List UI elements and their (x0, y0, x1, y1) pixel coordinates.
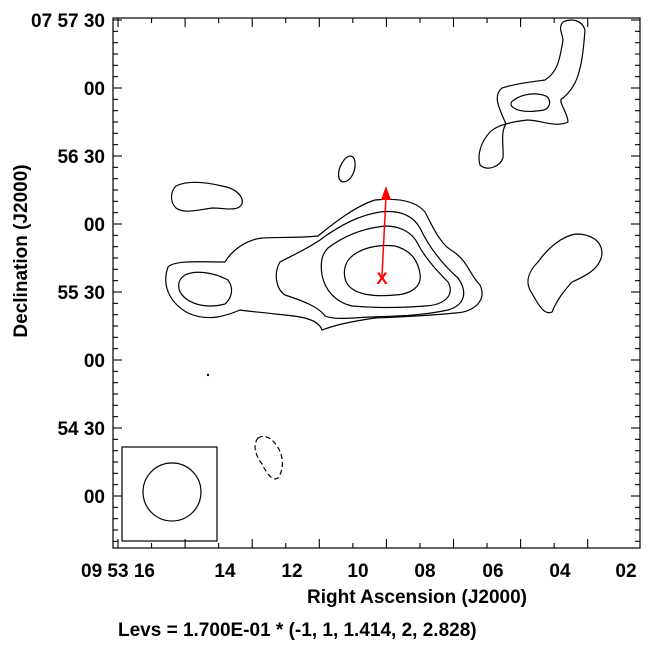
source-marker: X (376, 269, 388, 288)
y-tick-label: 54 30 (57, 419, 105, 440)
y-tick-label: 00 (84, 215, 105, 236)
contour-top-right-inner (510, 93, 551, 112)
noise-dot (206, 373, 210, 377)
beam-frame (121, 446, 218, 542)
contour-right-blob (527, 233, 603, 314)
beam-box (121, 446, 218, 542)
y-tick-label: 00 (84, 351, 105, 372)
x-tick-label: 08 (414, 561, 435, 582)
y-tick-label: 00 (84, 79, 105, 100)
x-axis-title: Right Ascension (J2000) (307, 587, 527, 608)
x-tick-label: 02 (615, 561, 636, 582)
y-tick-label: 00 (84, 487, 105, 508)
x-tick-labels: 09 53 16 14 12 10 08 06 04 02 (81, 561, 637, 582)
tick-marks (113, 18, 640, 548)
contour-small-blob (338, 155, 356, 183)
x-tick-label: 04 (549, 561, 571, 582)
x-tick-label: 12 (281, 561, 302, 582)
vector-line (381, 195, 387, 277)
contour-negative (254, 435, 283, 480)
contour-top-right-extended (478, 19, 586, 169)
y-axis-title: Declination (J2000) (11, 164, 32, 337)
contour-main-level-4 (343, 244, 421, 297)
y-tick-labels: 07 57 30 00 56 30 00 55 30 00 54 30 00 (31, 11, 105, 508)
x-tick-label: 09 53 16 (81, 561, 155, 582)
contour-top-left-blob (170, 181, 243, 212)
plot-frame (112, 17, 641, 549)
beam-circle (142, 462, 202, 522)
contour-main-level-3 (320, 225, 451, 309)
contours (165, 19, 603, 480)
polarization-vector (381, 186, 391, 277)
vector-arrowhead (381, 186, 391, 200)
x-tick-label: 14 (214, 561, 236, 582)
x-tick-label: 06 (482, 561, 503, 582)
y-tick-label: 07 57 30 (31, 11, 105, 32)
contour-main-level-1 (165, 198, 483, 331)
y-tick-label: 55 30 (57, 283, 105, 304)
x-tick-label: 10 (347, 561, 368, 582)
contour-levels-caption: Levs = 1.700E-01 * (-1, 1, 1.414, 2, 2.8… (118, 620, 477, 641)
y-tick-label: 56 30 (57, 147, 105, 168)
contour-left-level-2 (178, 271, 233, 307)
contour-main-level-2 (275, 210, 465, 319)
